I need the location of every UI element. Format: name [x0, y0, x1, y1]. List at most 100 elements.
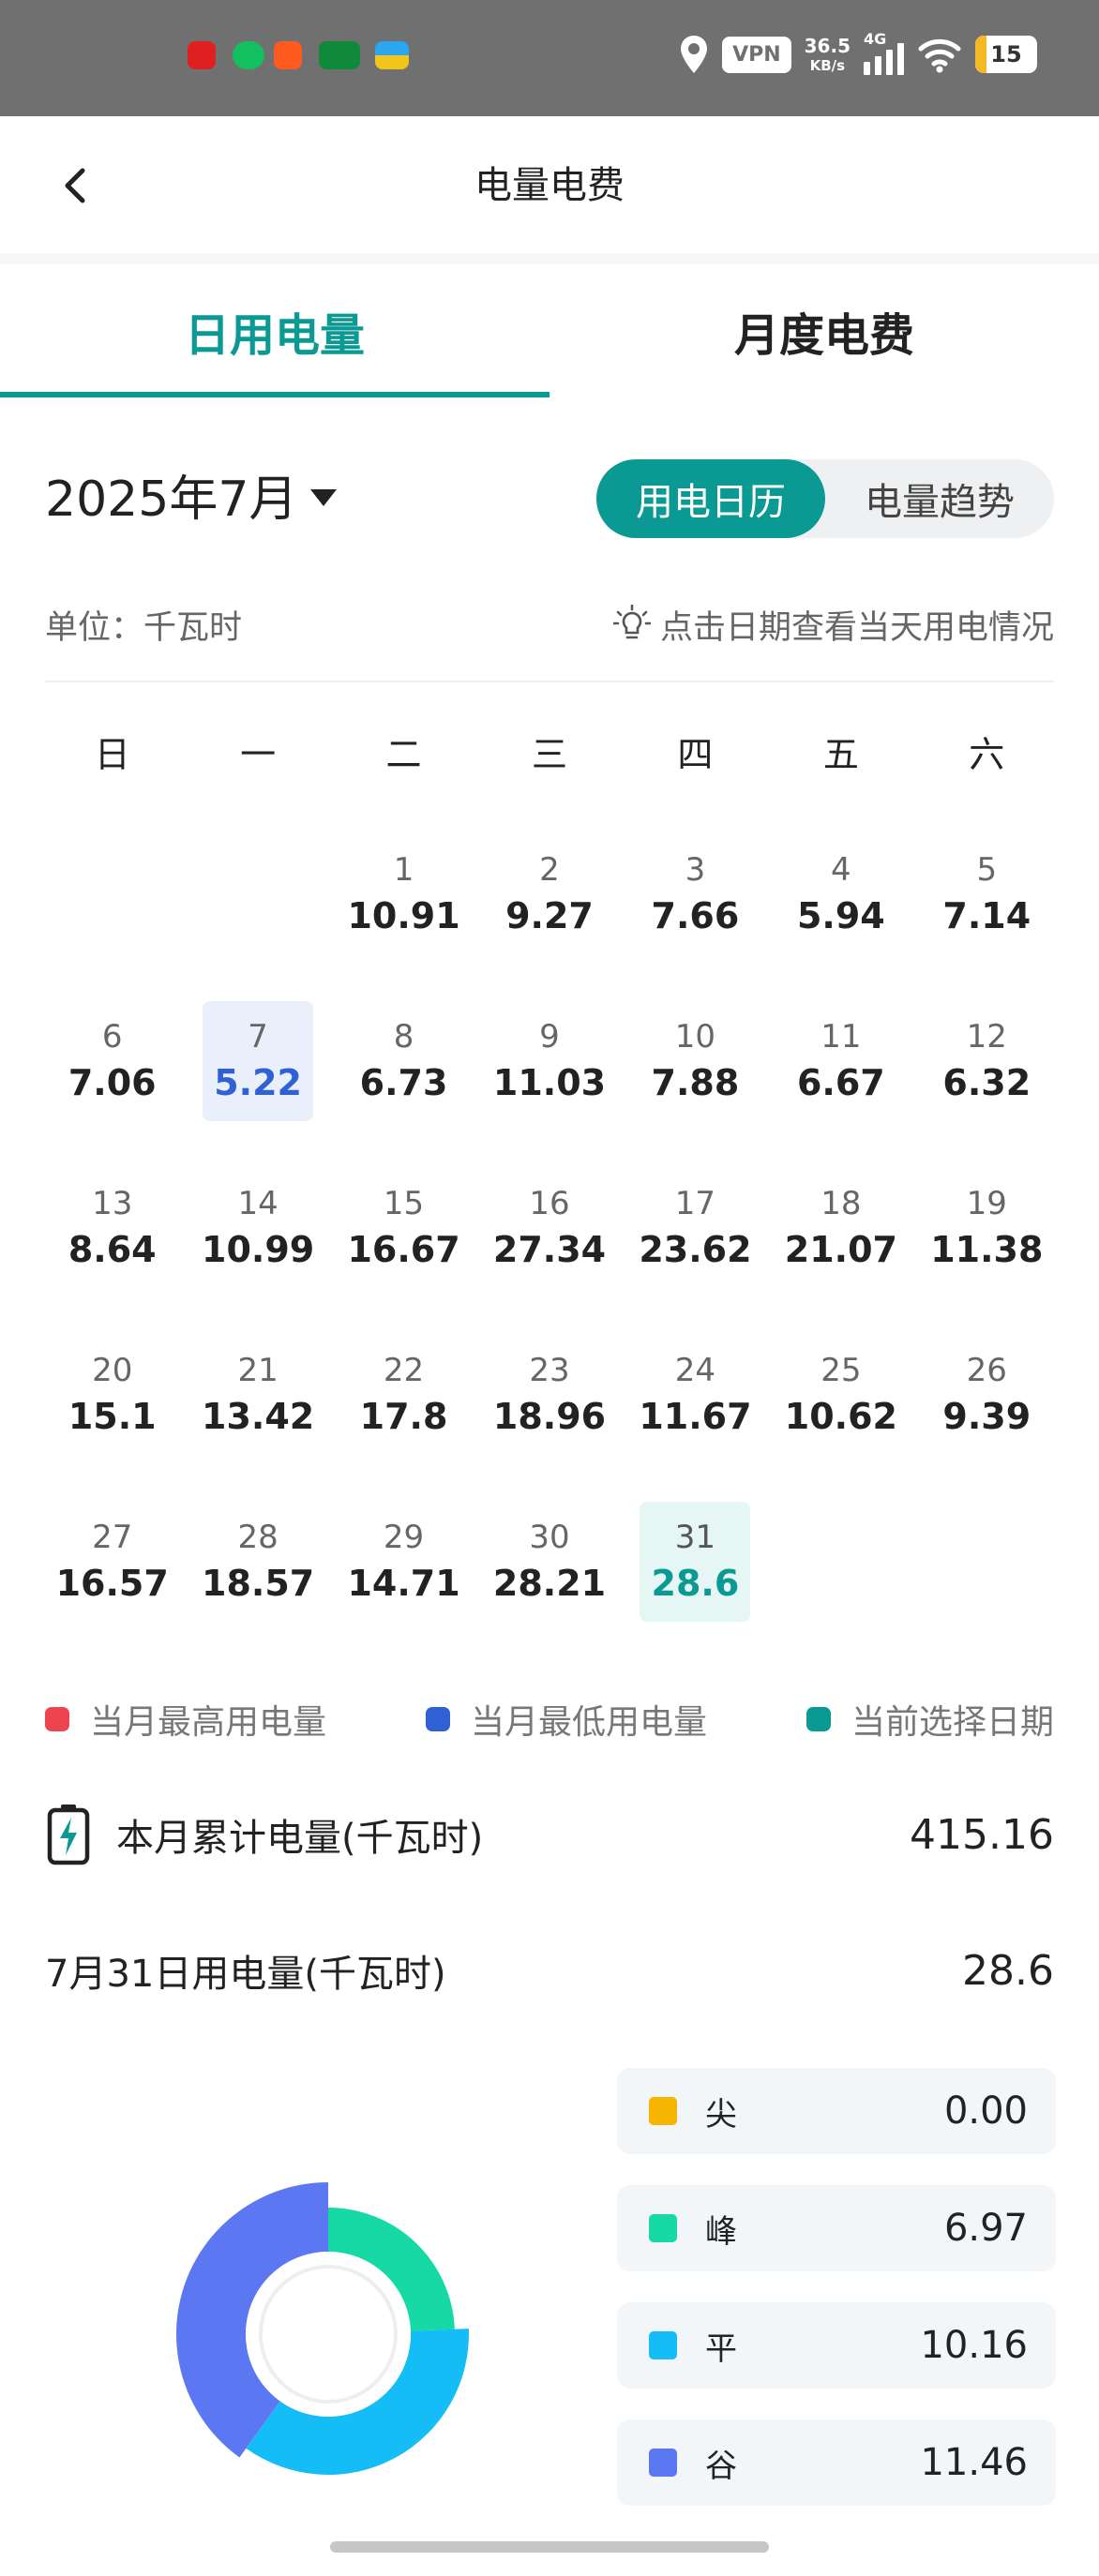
- calendar-day[interactable]: 22 17.8: [331, 1335, 476, 1502]
- calendar-day-box: 23 18.96: [493, 1335, 606, 1455]
- calendar-day-box: 30 28.21: [493, 1502, 606, 1622]
- day-usage-value: 8.64: [68, 1229, 157, 1270]
- calendar-day-box: 25 10.62: [784, 1335, 897, 1455]
- weekday-label: 四: [677, 734, 714, 775]
- calendar-day-box: 11 6.67: [786, 1001, 896, 1121]
- calendar-day-box: 26 9.39: [931, 1335, 1042, 1455]
- calendar-day[interactable]: 15 16.67: [331, 1168, 476, 1335]
- calendar-day[interactable]: 8 6.73: [331, 1001, 476, 1168]
- calendar-day[interactable]: 16 27.34: [476, 1168, 622, 1335]
- calendar-day[interactable]: 13 8.64: [39, 1168, 185, 1335]
- calendar-day[interactable]: 12 6.32: [914, 1001, 1060, 1168]
- day-number: 19: [966, 1185, 1007, 1222]
- day-usage-value: 7.06: [68, 1062, 157, 1103]
- calendar-day[interactable]: 31 28.6: [623, 1502, 768, 1669]
- weekday-label: 日: [94, 734, 130, 775]
- selected-day-row: 7月31日用电量(千瓦时) 28.6: [45, 1940, 1054, 2000]
- calendar-empty-cell: [185, 834, 330, 1001]
- donut-slice-峰: [328, 2208, 455, 2331]
- tab-monthly-bill[interactable]: 月度电费: [733, 309, 914, 362]
- day-usage-value: 11.67: [639, 1396, 752, 1437]
- calendar-day[interactable]: 11 6.67: [768, 1001, 913, 1168]
- day-number: 30: [529, 1519, 570, 1556]
- trend-view-button[interactable]: 电量趋势: [865, 481, 1015, 524]
- calendar-day-box: 4 5.94: [786, 834, 896, 954]
- calendar-day[interactable]: 17 23.62: [623, 1168, 768, 1335]
- calendar-day[interactable]: 3 7.66: [623, 834, 768, 1001]
- network-speed: 36.5 KB/s: [804, 35, 851, 74]
- calendar-day-box: 14 10.99: [202, 1168, 314, 1288]
- day-usage-value: 10.62: [784, 1396, 897, 1437]
- day-usage-value: 16.67: [347, 1229, 460, 1270]
- day-number: 27: [92, 1519, 133, 1556]
- selected-day-value: 28.6: [962, 1946, 1054, 1995]
- notification-icon-darkgreen: [319, 41, 360, 69]
- monthly-total-row: 本月累计电量(千瓦时) 415.16: [45, 1800, 1054, 1869]
- calendar-day[interactable]: 23 18.96: [476, 1335, 622, 1502]
- calendar-day-box: 20 15.1: [57, 1335, 168, 1455]
- donut-slice-谷: [176, 2182, 328, 2458]
- calendar-day[interactable]: 25 10.62: [768, 1335, 913, 1502]
- calendar-day[interactable]: 28 18.57: [185, 1502, 330, 1669]
- tab-daily-usage[interactable]: 日用电量: [184, 309, 365, 362]
- calendar-day[interactable]: 20 15.1: [39, 1335, 185, 1502]
- calendar-day-box: 8 6.73: [349, 1001, 459, 1121]
- calendar-day[interactable]: 19 11.38: [914, 1168, 1060, 1335]
- day-usage-value: 6.73: [359, 1062, 448, 1103]
- calendar-day[interactable]: 6 7.06: [39, 1001, 185, 1168]
- day-number: 14: [237, 1185, 279, 1222]
- cellular-signal-icon: 4G: [864, 30, 904, 75]
- calendar-day[interactable]: 5 7.14: [914, 834, 1060, 1001]
- calendar-day[interactable]: 9 11.03: [476, 1001, 622, 1168]
- calendar-day-box: 1 10.91: [347, 834, 459, 954]
- calendar-day[interactable]: 7 5.22: [185, 1001, 330, 1168]
- calendar-day-box: 2 9.27: [494, 834, 605, 954]
- month-selector[interactable]: 2025年7月: [45, 459, 338, 530]
- calendar-day[interactable]: 2 9.27: [476, 834, 622, 1001]
- calendar-day-box: 15 16.67: [347, 1168, 460, 1288]
- day-number: 13: [92, 1185, 133, 1222]
- day-usage-value: 7.14: [942, 895, 1031, 936]
- calendar-day[interactable]: 14 10.99: [185, 1168, 330, 1335]
- lightbulb-icon: [612, 605, 651, 639]
- day-number: 16: [529, 1185, 570, 1222]
- page-title: 电量电费: [474, 164, 625, 207]
- wifi-icon: [918, 38, 961, 73]
- calendar-day-box: 9 11.03: [492, 1001, 607, 1121]
- calendar-day-box: 6 7.06: [57, 1001, 168, 1121]
- legend-item-lowest: 当月最低用电量: [425, 1695, 707, 1744]
- calendar-day[interactable]: 10 7.88: [623, 1001, 768, 1168]
- location-icon: [681, 36, 708, 73]
- calendar-day[interactable]: 26 9.39: [914, 1335, 1060, 1502]
- day-usage-value: 7.88: [651, 1062, 740, 1103]
- weekday-header: 日 一 二 三 四 五 六: [39, 722, 1060, 787]
- calendar-day[interactable]: 27 16.57: [39, 1502, 185, 1669]
- day-usage-value: 23.62: [639, 1229, 752, 1270]
- hint: 点击日期查看当天用电情况: [612, 601, 1054, 649]
- tab-bar: 日用电量 月度电费: [0, 264, 1099, 397]
- calendar-view-button[interactable]: 用电日历: [596, 459, 825, 538]
- calendar-day[interactable]: 18 21.07: [768, 1168, 913, 1335]
- donut-slice-平: [246, 2329, 469, 2475]
- hint-text: 点击日期查看当天用电情况: [659, 608, 1054, 647]
- usage-calendar: 1 10.91 2 9.27 3 7.66 4 5.94 5 7.14 6 7.06 7 5.22 8 6.7…: [39, 834, 1060, 1669]
- day-number: 4: [831, 851, 851, 889]
- calendar-day[interactable]: 4 5.94: [768, 834, 913, 1001]
- period-breakdown-list: 尖 0.00 峰 6.97 平 10.16 谷 11.46: [617, 2068, 1056, 2537]
- day-usage-value: 11.03: [492, 1062, 607, 1103]
- calendar-day[interactable]: 21 13.42: [185, 1335, 330, 1502]
- back-button[interactable]: [53, 157, 98, 214]
- home-indicator[interactable]: [330, 2541, 769, 2553]
- calendar-day[interactable]: 1 10.91: [331, 834, 476, 1001]
- calendar-day[interactable]: 30 28.21: [476, 1502, 622, 1669]
- header-divider: [0, 253, 1099, 264]
- vpn-indicator: VPN: [722, 36, 791, 73]
- day-number: 26: [966, 1352, 1007, 1389]
- divider: [45, 681, 1054, 682]
- breakdown-item-peak: 峰 6.97: [617, 2185, 1056, 2271]
- monthly-total-label: 本月累计电量(千瓦时): [116, 1817, 484, 1860]
- calendar-day[interactable]: 24 11.67: [623, 1335, 768, 1502]
- day-usage-value: 17.8: [359, 1396, 448, 1437]
- calendar-day-box: 13 8.64: [57, 1168, 168, 1288]
- calendar-day[interactable]: 29 14.71: [331, 1502, 476, 1669]
